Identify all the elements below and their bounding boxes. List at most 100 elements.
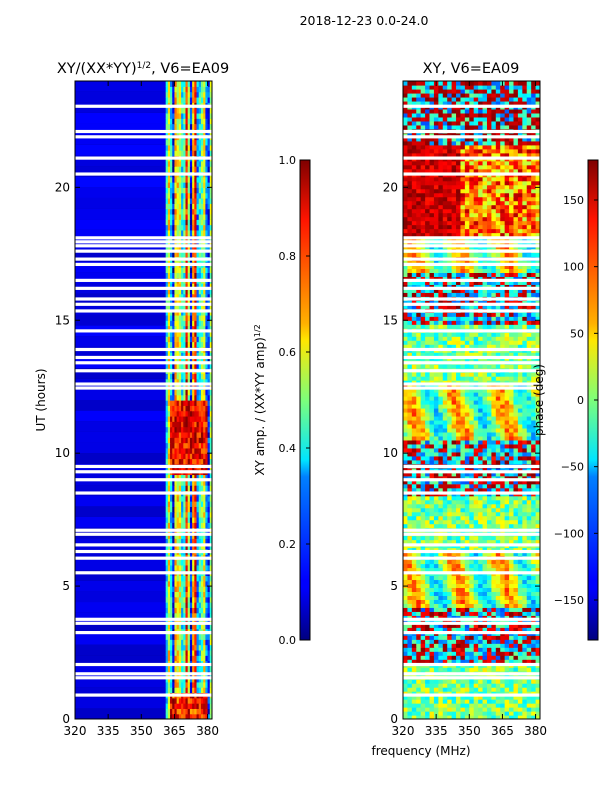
phase-cell (451, 679, 457, 684)
amp-cell (167, 283, 171, 289)
amp-cell (185, 240, 189, 247)
amp-cell (205, 506, 209, 513)
phase-cell (495, 659, 501, 664)
amp-cell (181, 681, 184, 688)
phase-cell (482, 419, 488, 425)
amp-cell (176, 272, 180, 279)
amp-cell (176, 644, 180, 651)
phase-cell (451, 639, 457, 644)
amp-cell (178, 543, 182, 550)
amp-cell (185, 575, 189, 582)
amp-cell (165, 389, 169, 396)
phase-cell (495, 459, 501, 465)
amp-cell (187, 325, 191, 332)
phase-cell (482, 535, 488, 541)
amp-cell (194, 437, 198, 444)
amp-cell (170, 373, 173, 380)
amp-cell (207, 431, 211, 438)
phase-cell (486, 619, 492, 624)
amp-cell (174, 655, 178, 662)
amp-cell (200, 150, 204, 157)
phase-cell (403, 591, 409, 596)
amp-cell (200, 426, 204, 433)
amp-cell (176, 415, 180, 422)
amp-cell (176, 713, 180, 719)
amp-cell (183, 522, 187, 529)
phase-cell (473, 483, 479, 489)
phase-cell (433, 467, 439, 473)
phase-cell (451, 623, 457, 628)
phase-cell (464, 667, 470, 672)
amp-cell (194, 575, 198, 582)
phase-cell (513, 703, 519, 708)
phase-cell (495, 507, 501, 513)
amp-cell (172, 309, 176, 316)
phase-cell (526, 471, 532, 477)
phase-cell (447, 523, 453, 529)
phase-cell (504, 639, 510, 644)
amp-cell (176, 687, 180, 694)
phase-cell (433, 635, 439, 640)
phase-cell (478, 587, 484, 592)
amp-cell (172, 197, 176, 204)
phase-cell (403, 655, 409, 660)
phase-cell (517, 455, 523, 461)
amp-cell (194, 485, 198, 491)
amp-cell (165, 501, 169, 507)
phase-cell (495, 511, 501, 517)
amp-cell (187, 580, 191, 587)
amp-cell (183, 713, 187, 719)
amp-cell (203, 596, 206, 603)
phase-cell (522, 495, 528, 501)
phase-cell (535, 475, 540, 481)
amp-cell (178, 166, 182, 172)
phase-cell (469, 639, 475, 644)
amp-cell (176, 352, 180, 359)
phase-cell (420, 707, 426, 712)
amp-cell (170, 564, 173, 571)
amp-cell (165, 617, 169, 624)
amp-cell (165, 81, 169, 87)
phase-cell (469, 419, 475, 425)
phase-cell (464, 595, 470, 600)
amp-cell (185, 687, 189, 694)
phase-cell (495, 579, 501, 585)
amp-cell (172, 378, 176, 385)
phase-cell (411, 487, 417, 493)
phase-cell (526, 583, 532, 589)
phase-cell (500, 655, 506, 660)
amp-cell (192, 400, 195, 406)
phase-cell (495, 651, 501, 656)
amp-cell (207, 325, 211, 332)
amp-cell (200, 229, 204, 236)
amp-cell (205, 362, 209, 369)
amp-cell (185, 352, 189, 359)
phase-cell (535, 567, 540, 573)
amp-cell (172, 697, 176, 704)
phase-cell (535, 647, 540, 652)
phase-cell (482, 623, 488, 628)
phase-cell (425, 487, 431, 493)
amp-cell (183, 421, 187, 428)
amp-cell (209, 442, 212, 449)
phase-cell (526, 487, 532, 493)
phase-cell (509, 443, 515, 449)
amp-cell (198, 394, 202, 401)
amp-cell (196, 81, 200, 87)
amp-cell (209, 283, 212, 289)
amp-cell (196, 112, 200, 119)
amp-cell (192, 633, 195, 640)
amp-cell (198, 293, 202, 300)
phase-cell (478, 635, 484, 640)
phase-cell (509, 615, 515, 620)
amp-cell (207, 586, 211, 592)
phase-cell (460, 699, 466, 704)
phase-cell (478, 623, 484, 628)
amp-cell (189, 437, 193, 444)
amp-cell (194, 400, 198, 406)
phase-cell (526, 715, 532, 719)
amp-cell (183, 288, 187, 295)
phase-cell (509, 599, 515, 604)
amp-cell (200, 389, 204, 396)
amp-cell (187, 394, 191, 401)
